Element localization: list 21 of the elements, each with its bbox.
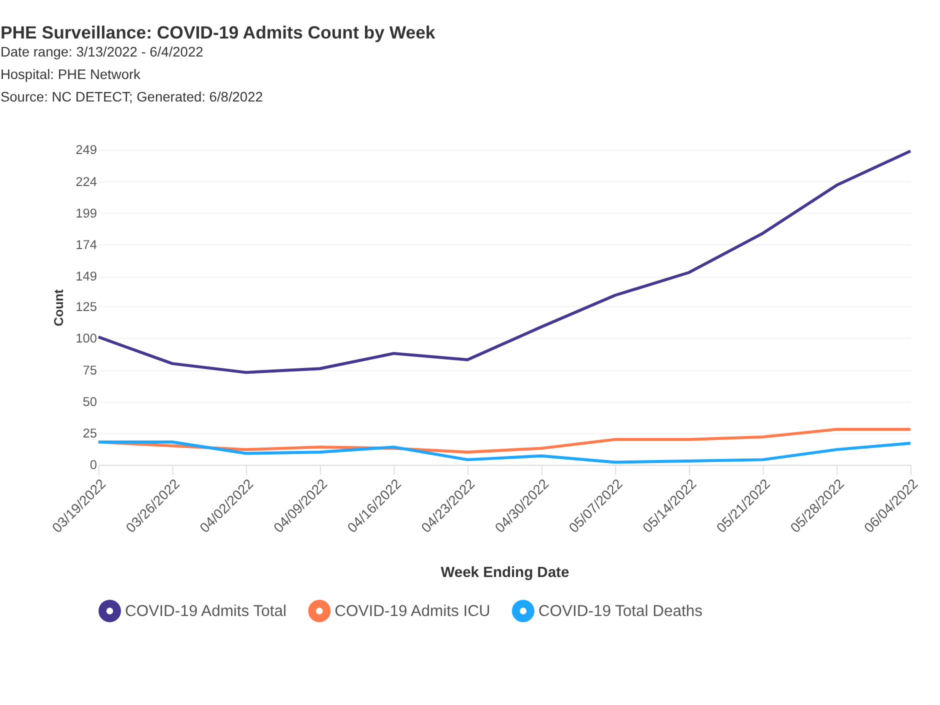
y-tick-label: 50 [82, 394, 97, 409]
y-tick-label: 249 [76, 142, 97, 158]
y-tick-label: 25 [82, 426, 97, 441]
chart-title: PHE Surveillance: COVID-19 Admits Count by Week [0, 22, 436, 43]
source-note: Source: NC DETECT; Generated: 6/8/2022 [0, 90, 263, 105]
legend-label: COVID-19 Admits ICU [334, 602, 490, 620]
y-tick-label: 0 [90, 457, 97, 472]
chart-subtitle: Date range: 3/13/2022 - 6/4/2022 [0, 44, 204, 60]
y-tick-label: 75 [82, 362, 97, 378]
x-axis-title: Week Ending Date [440, 564, 570, 581]
legend-label: COVID-19 Total Deaths [538, 602, 703, 620]
y-tick-label: 100 [76, 330, 97, 346]
y-tick-label: 199 [76, 205, 97, 220]
y-tick-label: 149 [76, 268, 97, 284]
y-axis-title: Count [50, 288, 66, 326]
y-tick-label: 224 [76, 174, 97, 189]
legend-label: COVID-19 Admits Total [125, 602, 286, 620]
y-tick-label: 125 [76, 299, 97, 314]
line-series [96, 150, 912, 374]
y-tick-label: 174 [76, 237, 97, 252]
text: Hospital: PHE Network [0, 66, 141, 82]
